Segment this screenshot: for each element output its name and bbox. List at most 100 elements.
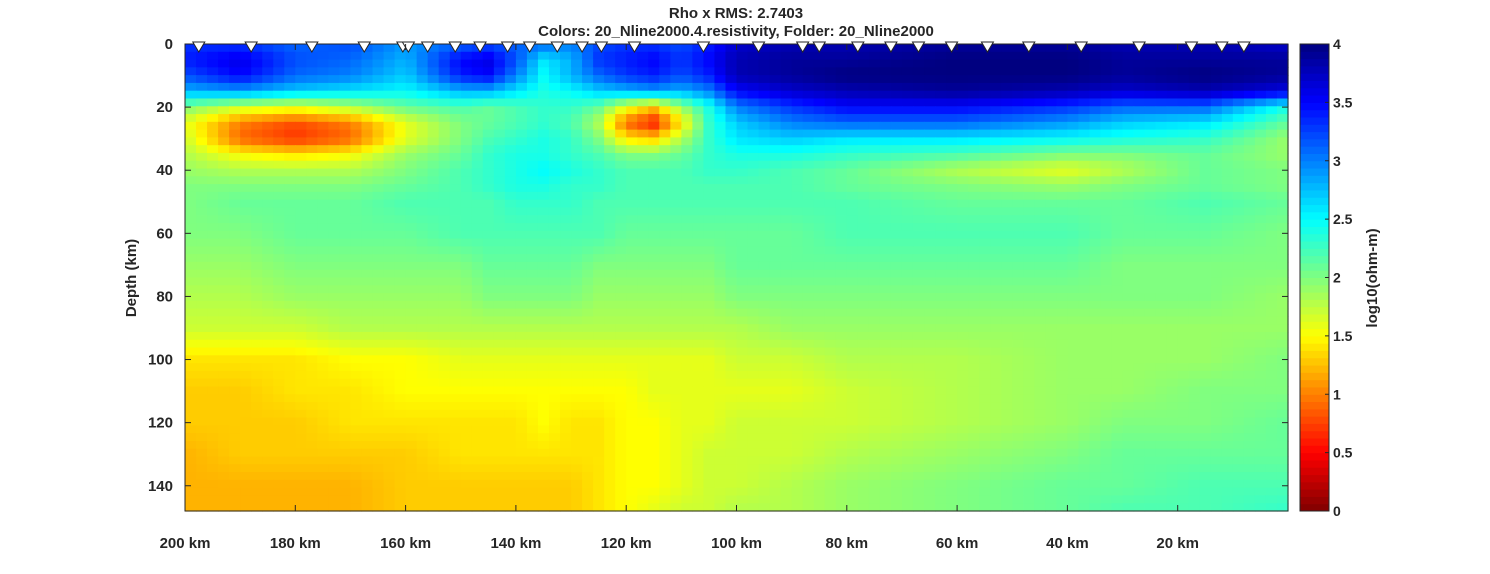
heatmap-cell xyxy=(1156,114,1168,122)
heatmap-cell xyxy=(582,67,594,75)
heatmap-cell xyxy=(814,137,826,145)
heatmap-cell xyxy=(494,309,506,317)
heatmap-cell xyxy=(803,122,815,130)
heatmap-cell xyxy=(1200,169,1212,177)
heatmap-cell xyxy=(648,371,660,379)
heatmap-cell xyxy=(196,200,208,208)
heatmap-cell xyxy=(1056,153,1068,161)
heatmap-cell xyxy=(395,309,407,317)
heatmap-cell xyxy=(196,355,208,363)
heatmap-cell xyxy=(648,418,660,426)
heatmap-cell xyxy=(1089,348,1101,356)
heatmap-cell xyxy=(273,137,285,145)
heatmap-cell xyxy=(1134,75,1146,83)
heatmap-cell xyxy=(946,223,958,231)
heatmap-cell xyxy=(1145,137,1157,145)
heatmap-cell xyxy=(990,348,1002,356)
heatmap-cell xyxy=(1277,130,1289,138)
heatmap-cell xyxy=(825,402,837,410)
heatmap-cell xyxy=(1134,231,1146,239)
heatmap-cell xyxy=(891,386,903,394)
heatmap-cell xyxy=(218,418,230,426)
heatmap-cell xyxy=(207,215,219,223)
heatmap-cell xyxy=(759,137,771,145)
heatmap-cell xyxy=(1023,270,1035,278)
heatmap-cell xyxy=(935,410,947,418)
heatmap-cell xyxy=(659,145,671,153)
heatmap-cell xyxy=(1067,106,1079,114)
heatmap-cell xyxy=(748,348,760,356)
heatmap-cell xyxy=(505,355,517,363)
heatmap-cell xyxy=(604,137,616,145)
heatmap-cell xyxy=(1034,379,1046,387)
heatmap-cell xyxy=(648,262,660,270)
heatmap-cell xyxy=(384,293,396,301)
heatmap-cell xyxy=(251,67,263,75)
heatmap-cell xyxy=(659,192,671,200)
heatmap-cell xyxy=(869,122,881,130)
heatmap-cell xyxy=(604,278,616,286)
heatmap-cell xyxy=(1012,386,1024,394)
heatmap-cell xyxy=(384,67,396,75)
heatmap-cell xyxy=(483,348,495,356)
heatmap-cell xyxy=(328,161,340,169)
heatmap-cell xyxy=(648,231,660,239)
heatmap-cell xyxy=(1156,223,1168,231)
heatmap-cell xyxy=(615,153,627,161)
heatmap-cell xyxy=(781,402,793,410)
heatmap-cell xyxy=(880,161,892,169)
heatmap-cell xyxy=(891,67,903,75)
heatmap-cell xyxy=(1156,239,1168,247)
heatmap-cell xyxy=(968,161,980,169)
heatmap-cell xyxy=(229,122,241,130)
heatmap-cell xyxy=(1266,301,1278,309)
heatmap-cell xyxy=(1222,278,1234,286)
heatmap-cell xyxy=(1255,153,1267,161)
heatmap-cell xyxy=(395,316,407,324)
heatmap-cell xyxy=(1222,363,1234,371)
heatmap-cell xyxy=(494,98,506,106)
heatmap-cell xyxy=(516,340,528,348)
heatmap-cell xyxy=(604,262,616,270)
heatmap-cell xyxy=(196,246,208,254)
heatmap-cell xyxy=(339,293,351,301)
heatmap-cell xyxy=(516,114,528,122)
heatmap-cell xyxy=(670,215,682,223)
heatmap-cell xyxy=(924,52,936,60)
heatmap-cell xyxy=(384,394,396,402)
heatmap-cell xyxy=(1056,285,1068,293)
heatmap-cell xyxy=(1145,223,1157,231)
heatmap-cell xyxy=(626,301,638,309)
heatmap-cell xyxy=(1211,371,1223,379)
heatmap-cell xyxy=(439,270,451,278)
heatmap-cell xyxy=(1045,418,1057,426)
heatmap-cell xyxy=(373,402,385,410)
heatmap-cell xyxy=(1012,207,1024,215)
heatmap-cell xyxy=(714,309,726,317)
heatmap-cell xyxy=(571,176,583,184)
heatmap-cell xyxy=(1145,301,1157,309)
heatmap-cell xyxy=(295,161,307,169)
heatmap-cell xyxy=(450,262,462,270)
heatmap-cell xyxy=(1034,355,1046,363)
heatmap-cell xyxy=(924,402,936,410)
heatmap-cell xyxy=(990,98,1002,106)
heatmap-cell xyxy=(792,122,804,130)
heatmap-cell xyxy=(560,60,572,68)
heatmap-cell xyxy=(891,301,903,309)
heatmap-cell xyxy=(1134,83,1146,91)
heatmap-cell xyxy=(1089,67,1101,75)
heatmap-cell xyxy=(373,184,385,192)
heatmap-cell xyxy=(582,106,594,114)
heatmap-cell xyxy=(538,386,550,394)
heatmap-cell xyxy=(582,145,594,153)
heatmap-cell xyxy=(946,285,958,293)
heatmap-cell xyxy=(295,309,307,317)
heatmap-cell xyxy=(604,184,616,192)
heatmap-cell xyxy=(384,316,396,324)
heatmap-cell xyxy=(251,75,263,83)
heatmap-cell xyxy=(1134,348,1146,356)
heatmap-cell xyxy=(659,106,671,114)
heatmap-cell xyxy=(1211,223,1223,231)
heatmap-cell xyxy=(494,285,506,293)
